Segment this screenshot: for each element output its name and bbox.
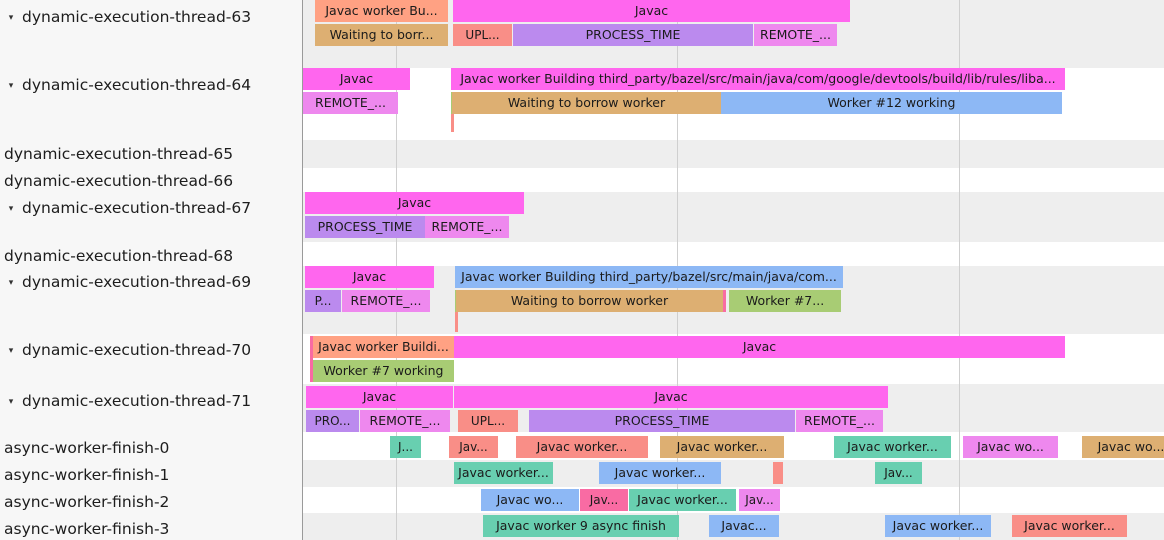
timeline-bar-javac-worker-async-finish[interactable]: Javac worker 9 async finish — [483, 515, 679, 537]
timeline-bar-javac-worker-async-finish[interactable]: Javac worker... — [885, 515, 991, 537]
chevron-down-icon[interactable]: ▾ — [8, 345, 14, 356]
timeline-bar-javac-worker-async-finish[interactable]: J... — [390, 436, 421, 458]
timeline-bar-javac-worker-async-finish[interactable]: Javac... — [709, 515, 779, 537]
thread-label-text: dynamic-execution-thread-68 — [4, 247, 234, 266]
row-69-pink-marker — [723, 290, 726, 312]
thread-label-dynamic-execution-thread-69[interactable]: ▾ dynamic-execution-thread-69 — [0, 271, 302, 295]
timeline-bar-javac-worker-async-finish[interactable]: Javac worker... — [516, 436, 648, 458]
thread-label-text: dynamic-execution-thread-64 — [22, 76, 252, 95]
timeline-bar-remote-execution-2[interactable]: REMOTE_... — [796, 410, 883, 432]
thread-label-text: dynamic-execution-thread-70 — [22, 341, 252, 360]
thread-label-panel: ▾ dynamic-execution-thread-63 ▾ dynamic-exe… — [0, 0, 303, 540]
thread-label-text: dynamic-execution-thread-71 — [22, 392, 252, 411]
thread-label-dynamic-execution-thread-71[interactable]: ▾ dynamic-execution-thread-71 — [0, 390, 302, 414]
timeline-bar-javac-worker-async-finish[interactable]: Jav... — [580, 489, 628, 511]
thread-label-dynamic-execution-thread-67[interactable]: ▾ dynamic-execution-thread-67 — [0, 197, 302, 221]
timeline-bar-javac-worker-async-finish[interactable]: Jav... — [739, 489, 780, 511]
timeline-bar-process-time[interactable]: PROCESS_TIME — [305, 216, 425, 238]
thread-label-text: async-worker-finish-2 — [4, 493, 170, 512]
timeline-panel[interactable]: Javac worker Bu... Waiting to borr... Java… — [303, 0, 1164, 540]
band-strip-6 — [303, 460, 1164, 487]
timeline-bar-javac-second[interactable]: Javac — [454, 386, 888, 408]
timeline-bar-javac-worker-building[interactable]: Javac worker Building third_party/bazel/… — [455, 266, 843, 288]
timeline-bar-javac[interactable]: Javac — [454, 336, 1065, 358]
timeline-bar-javac-worker-async-finish[interactable]: Javac wo... — [963, 436, 1058, 458]
thread-label-text: dynamic-execution-thread-65 — [4, 145, 234, 164]
thread-label-text: async-worker-finish-0 — [4, 439, 170, 458]
chevron-down-icon[interactable]: ▾ — [8, 80, 14, 91]
timeline-bar-process-time-1[interactable]: PRO... — [306, 410, 359, 432]
timeline-bar-remote-execution[interactable]: REMOTE_... — [425, 216, 509, 238]
row-70-pink-marker — [310, 336, 313, 382]
timeline-bar-javac-worker-building[interactable]: Javac worker Bu... — [315, 0, 448, 22]
timeline-bar-upload-time[interactable]: UPL... — [458, 410, 518, 432]
timeline-bar-javac-worker-building[interactable]: Javac worker Building third_party/bazel/… — [451, 68, 1065, 90]
timeline-bar-worker-working[interactable]: Worker #12 working — [721, 92, 1062, 114]
timeline-bar-remote-execution[interactable]: REMOTE_... — [303, 92, 398, 114]
timeline-bar-javac-worker-async-finish[interactable]: Javac worker... — [1012, 515, 1127, 537]
thread-label-dynamic-execution-thread-64[interactable]: ▾ dynamic-execution-thread-64 — [0, 74, 302, 98]
chevron-down-icon[interactable]: ▾ — [8, 12, 14, 23]
timeline-bar-javac-worker-async-finish[interactable]: Javac wo... — [481, 489, 579, 511]
chevron-down-icon[interactable]: ▾ — [8, 277, 14, 288]
timeline-bar-javac-worker-async-finish[interactable]: Jav... — [449, 436, 498, 458]
chevron-down-icon[interactable]: ▾ — [8, 396, 14, 407]
thread-label-async-worker-finish-0[interactable]: ▾async-worker-finish-0 — [0, 437, 302, 461]
timeline-bar-javac-first[interactable]: Javac — [306, 386, 453, 408]
timeline-bar-javac-worker-async-finish[interactable]: Jav... — [875, 462, 922, 484]
thread-label-dynamic-execution-thread-66[interactable]: ▾dynamic-execution-thread-66 — [0, 170, 302, 194]
timeline-bar-worker-working[interactable]: Worker #7 working — [313, 360, 454, 382]
timeline-bar-upload-time[interactable]: UPL... — [453, 24, 512, 46]
thread-label-dynamic-execution-thread-70[interactable]: ▾ dynamic-execution-thread-70 — [0, 339, 302, 363]
timeline-bar-process-time-2[interactable]: PROCESS_TIME — [529, 410, 795, 432]
timeline-bar-javac-worker-async-finish[interactable]: Javac worker... — [629, 489, 736, 511]
thread-label-dynamic-execution-thread-68[interactable]: ▾dynamic-execution-thread-68 — [0, 245, 302, 269]
timeline-bar-javac-worker-building[interactable]: Javac worker Buildi... — [313, 336, 454, 358]
time-gridline-3 — [959, 0, 960, 540]
thread-label-dynamic-execution-thread-63[interactable]: ▾ dynamic-execution-thread-63 — [0, 6, 302, 30]
timeline-bar-worker-working[interactable]: Worker #7... — [729, 290, 841, 312]
timeline-bar-javac[interactable]: Javac — [305, 266, 434, 288]
chevron-down-icon[interactable]: ▾ — [8, 203, 14, 214]
thread-label-text: dynamic-execution-thread-69 — [22, 273, 252, 292]
thread-label-text: dynamic-execution-thread-63 — [22, 8, 252, 27]
thread-label-text: dynamic-execution-thread-67 — [22, 199, 252, 218]
band-strip-2 — [303, 140, 1164, 168]
timeline-bar-javac-worker-async-finish[interactable] — [773, 462, 783, 484]
timeline-bar-javac[interactable]: Javac — [303, 68, 410, 90]
timeline-bar-javac-worker-async-finish[interactable]: Javac worker... — [834, 436, 951, 458]
thread-label-text: async-worker-finish-1 — [4, 466, 170, 485]
timeline-bar-javac[interactable]: Javac — [305, 192, 524, 214]
timeline-bar-javac-worker-async-finish[interactable]: Javac worker... — [454, 462, 553, 484]
timeline-bar-remote-execution[interactable]: REMOTE_... — [342, 290, 430, 312]
timeline-bar-javac-worker-async-finish[interactable]: Javac worker... — [599, 462, 721, 484]
thread-label-dynamic-execution-thread-65[interactable]: ▾dynamic-execution-thread-65 — [0, 143, 302, 167]
timeline-bar-javac[interactable]: Javac — [453, 0, 850, 22]
timeline-bar-remote-execution[interactable]: REMOTE_... — [754, 24, 837, 46]
timeline-bar-waiting-to-borrow-worker[interactable]: Waiting to borrow worker — [456, 290, 723, 312]
timeline-bar-waiting-to-borrow-worker[interactable]: Waiting to borr... — [315, 24, 448, 46]
thread-label-text: async-worker-finish-3 — [4, 520, 170, 539]
timeline-bar-javac-worker-async-finish[interactable]: Javac worker... — [660, 436, 784, 458]
timeline-bar-process-time[interactable]: PROCESS_TIME — [513, 24, 753, 46]
thread-label-async-worker-finish-2[interactable]: ▾async-worker-finish-2 — [0, 491, 302, 515]
thread-label-async-worker-finish-1[interactable]: ▾async-worker-finish-1 — [0, 464, 302, 488]
timeline-bar-waiting-to-borrow-worker[interactable]: Waiting to borrow worker — [452, 92, 721, 114]
thread-label-async-worker-finish-3[interactable]: ▾async-worker-finish-3 — [0, 518, 302, 540]
thread-label-text: dynamic-execution-thread-66 — [4, 172, 234, 191]
timeline-bar-process-time[interactable]: P... — [305, 290, 341, 312]
timeline-bar-remote-execution-1[interactable]: REMOTE_... — [360, 410, 450, 432]
timeline-bar-javac-worker-async-finish[interactable]: Javac wo... — [1082, 436, 1164, 458]
